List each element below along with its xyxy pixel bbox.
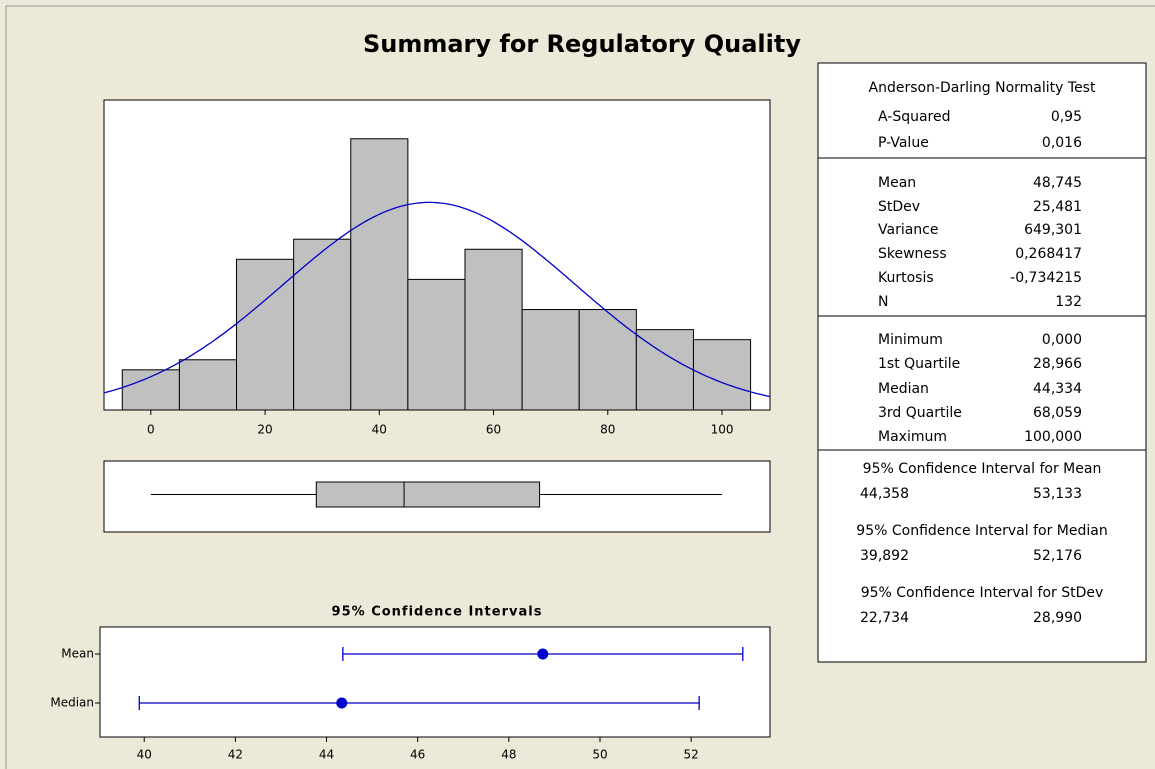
stat-value: 44,334 — [1033, 381, 1082, 397]
box — [315, 481, 541, 508]
ci-title: 95% Confidence Interval for Mean — [863, 461, 1102, 477]
x-tick-label: 0 — [147, 423, 155, 437]
bar — [293, 238, 352, 411]
bar — [521, 309, 580, 411]
stat-label: Mean — [878, 175, 916, 191]
stat-value: 0,000 — [1042, 332, 1082, 348]
bar — [692, 339, 752, 411]
stat-value: 132 — [1055, 294, 1082, 310]
x-tick-label: 52 — [684, 748, 699, 762]
ci-low: 44,358 — [860, 486, 909, 502]
title: Summary for Regulatory Quality — [363, 30, 801, 58]
bar — [578, 309, 637, 411]
ci-low: 39,892 — [860, 548, 909, 564]
bar — [464, 248, 523, 411]
x-tick-label: 46 — [410, 748, 425, 762]
y-tick-label: Mean — [61, 647, 94, 661]
stat-label: StDev — [878, 199, 920, 215]
stat-value: 0,016 — [1042, 135, 1082, 151]
estimate — [336, 697, 348, 709]
x-tick-label: 44 — [319, 748, 334, 762]
stat-value: 68,059 — [1033, 405, 1082, 421]
ci-title: 95% Confidence Interval for StDev — [861, 585, 1104, 601]
x-tick-label: 50 — [592, 748, 607, 762]
interval-frame — [99, 626, 771, 738]
ci-high: 28,990 — [1033, 610, 1082, 626]
bar — [407, 278, 466, 411]
stat-label: Variance — [878, 222, 938, 238]
stats-table — [817, 62, 1147, 663]
x-tick-label: 80 — [600, 423, 615, 437]
bar — [121, 369, 180, 411]
ci-high: 53,133 — [1033, 486, 1082, 502]
x-tick-label: 60 — [486, 423, 501, 437]
x-tick-label: 100 — [711, 423, 734, 437]
stat-value: 25,481 — [1033, 199, 1082, 215]
stat-label: P-Value — [878, 135, 929, 151]
bar — [178, 359, 238, 411]
estimate — [537, 648, 549, 660]
stat-value: 28,966 — [1033, 356, 1082, 372]
normal-curve — [103, 201, 771, 398]
x-tick-label: 20 — [257, 423, 272, 437]
ci-high: 52,176 — [1033, 548, 1082, 564]
stat-label: 3rd Quartile — [878, 405, 962, 421]
x-tick-label: 42 — [228, 748, 243, 762]
bar — [236, 258, 295, 411]
stat-value: 0,268417 — [1015, 246, 1082, 262]
interval-title: 95% Confidence Intervals — [332, 605, 543, 620]
x-tick-label: 40 — [372, 423, 387, 437]
stat-label: Skewness — [878, 246, 947, 262]
bar — [635, 329, 694, 411]
stat-value: 649,301 — [1024, 222, 1082, 238]
stat-label: A-Squared — [878, 109, 951, 125]
bar — [350, 138, 409, 411]
stat-label: Minimum — [878, 332, 943, 348]
y-tick-label: Median — [50, 696, 94, 710]
ci-low: 22,734 — [860, 610, 909, 626]
stat-label: Maximum — [878, 429, 947, 445]
table-title: Anderson-Darling Normality Test — [869, 80, 1096, 96]
ci-title: 95% Confidence Interval for Median — [856, 523, 1107, 539]
stat-value: 100,000 — [1024, 429, 1082, 445]
stat-value: 48,745 — [1033, 175, 1082, 191]
stat-value: 0,95 — [1051, 109, 1082, 125]
x-tick-label: 48 — [501, 748, 516, 762]
x-tick-label: 40 — [137, 748, 152, 762]
stat-label: N — [878, 294, 888, 310]
stat-label: Median — [878, 381, 929, 397]
stat-value: -0,734215 — [1010, 270, 1082, 286]
stat-label: 1st Quartile — [878, 356, 960, 372]
stat-label: Kurtosis — [878, 270, 934, 286]
